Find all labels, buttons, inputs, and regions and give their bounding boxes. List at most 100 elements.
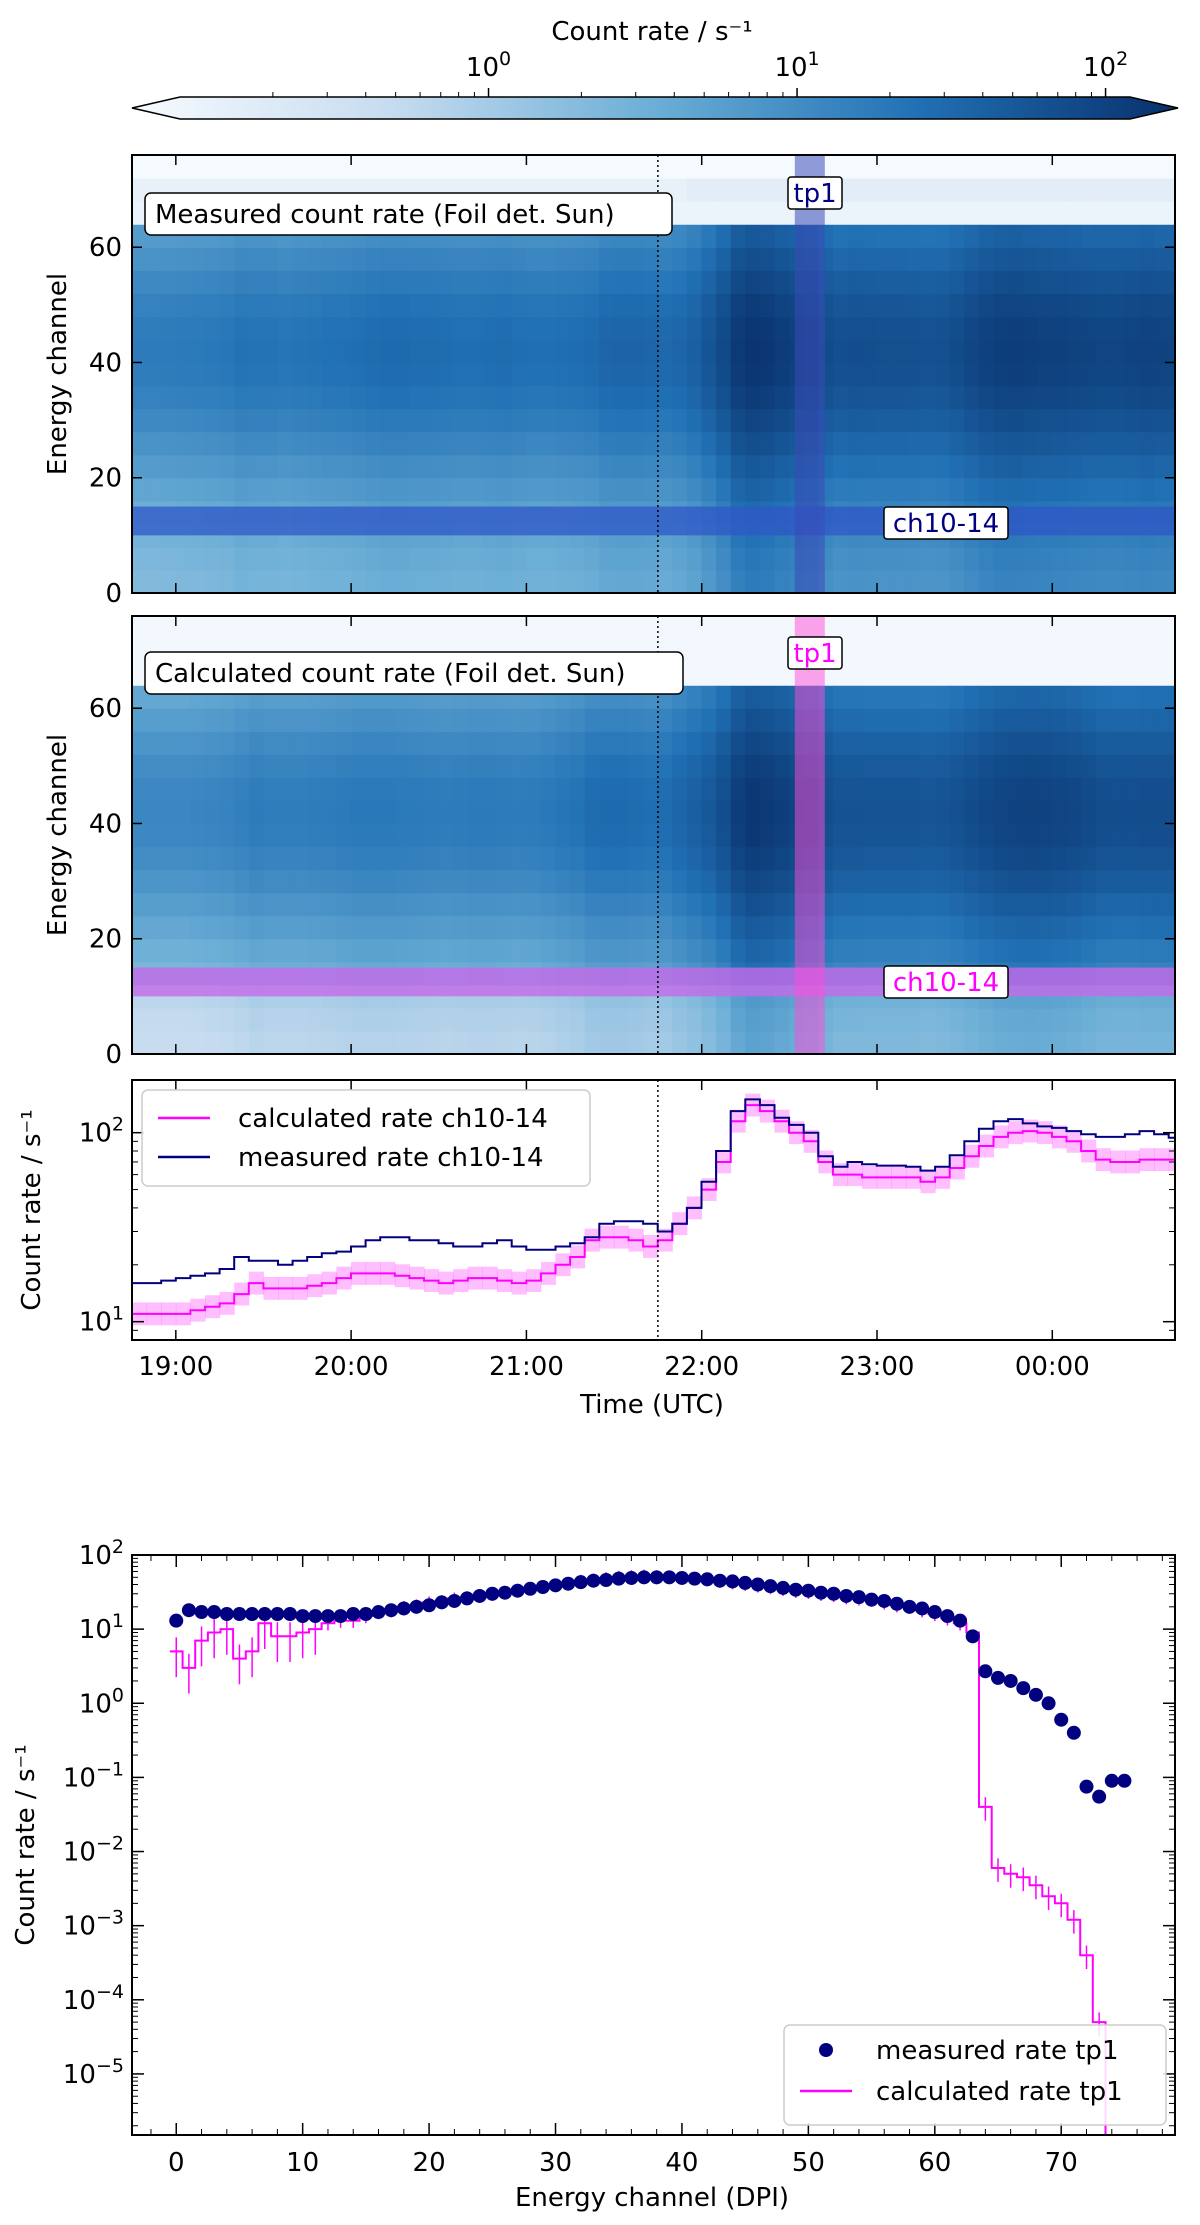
heatmap-cell — [424, 708, 440, 732]
heatmap-cell — [628, 846, 644, 871]
heatmap-cell — [380, 270, 396, 294]
heatmap-cell — [905, 1030, 922, 1054]
heatmap-cell — [1051, 270, 1068, 294]
heatmap-cell — [949, 800, 965, 825]
heatmap-cell — [628, 569, 644, 593]
heatmap-cell — [438, 454, 454, 479]
heatmap-cell — [672, 362, 688, 387]
heatmap-cell — [905, 731, 922, 755]
heatmap-cell — [949, 385, 965, 410]
heatmap-cell — [1022, 639, 1038, 663]
heatmap-cell — [234, 247, 250, 271]
heatmap-cell — [570, 777, 586, 802]
heatmap-cell — [321, 385, 338, 410]
heatmap-cell — [482, 362, 498, 387]
heatmap-cell — [847, 454, 863, 479]
heatmap-cell — [949, 685, 965, 709]
heatmap-cell — [1110, 408, 1126, 433]
heatmap-cell — [219, 569, 235, 593]
heatmap-cell — [1110, 339, 1126, 364]
heatmap-cell — [1154, 155, 1170, 179]
heatmap-cell — [321, 938, 338, 963]
heatmap-cell — [438, 546, 454, 571]
heatmap-cell — [1051, 201, 1068, 225]
heatmap-cell — [628, 731, 644, 755]
heatmap-cell — [336, 362, 352, 387]
heatmap-cell — [935, 362, 951, 387]
heatmap-cell — [949, 1007, 965, 1032]
heatmap-cell — [599, 155, 615, 179]
heatmap-cell — [613, 754, 630, 778]
heatmap-cell — [891, 754, 907, 778]
measured-point — [712, 1573, 727, 1588]
heatmap-cell — [570, 708, 586, 732]
heatmap-cell — [321, 477, 338, 502]
heatmap-cell — [1037, 454, 1053, 479]
heatmap-cell — [438, 569, 454, 593]
heatmap-cell — [278, 869, 294, 894]
measured-point — [548, 1578, 563, 1593]
heatmap-cell — [643, 754, 659, 778]
heatmap-cell — [613, 846, 630, 871]
heatmap-cell — [555, 270, 571, 294]
heatmap-cell — [701, 662, 717, 686]
heatmap-cell — [701, 247, 717, 271]
heatmap-cell — [628, 362, 644, 387]
heatmap-cell — [467, 408, 484, 433]
heatmap-cell — [847, 1007, 863, 1032]
heatmap-cell — [570, 408, 586, 433]
heatmap-cell — [891, 431, 907, 456]
heatmap-cell — [219, 293, 235, 317]
heatmap-cell — [701, 201, 717, 225]
heatmap-cell — [307, 846, 323, 871]
heatmap-cell — [657, 247, 673, 271]
heatmap-cell — [993, 777, 1009, 802]
heatmap-cell — [774, 938, 790, 963]
heatmap-cell — [380, 777, 396, 802]
heatmap-cell — [453, 846, 469, 871]
heatmap-cell — [467, 892, 484, 917]
heatmap-cell — [847, 616, 863, 640]
heatmap-cell — [686, 270, 703, 294]
heatmap-cell — [146, 247, 162, 271]
heatmap-cell — [526, 708, 542, 732]
heatmap-cell — [730, 846, 746, 871]
heatmap-cell — [234, 270, 250, 294]
heatmap-cell — [1037, 178, 1053, 202]
heatmap-cell — [365, 408, 381, 433]
heatmap-cell — [716, 546, 732, 571]
heatmap-cell — [424, 247, 440, 271]
heatmap-cell — [993, 477, 1009, 502]
heatmap-cell — [453, 270, 469, 294]
heatmap-cell — [278, 823, 294, 848]
heatmap-cell — [1154, 385, 1170, 410]
heatmap-cell — [292, 293, 308, 317]
heatmap-cell — [1008, 869, 1024, 894]
heatmap-cell — [307, 777, 323, 802]
heatmap-cell — [205, 385, 221, 410]
heatmap-cell — [248, 823, 265, 848]
heatmap-cell — [175, 362, 192, 387]
heatmap-cell — [424, 546, 440, 571]
heatmap-cell — [497, 754, 513, 778]
heatmap-cell — [1022, 224, 1038, 248]
heatmap-cell — [847, 431, 863, 456]
heatmap-cell — [482, 708, 498, 732]
heatmap-cell — [205, 546, 221, 571]
heatmap-cell — [1095, 385, 1111, 410]
heatmap-cell — [219, 408, 235, 433]
heatmap-cell — [394, 708, 411, 732]
heatmap-cell — [570, 339, 586, 364]
heatmap-cell — [1110, 477, 1126, 502]
heatmap-cell — [730, 155, 746, 179]
heatmap-cell — [336, 846, 352, 871]
heatmap-cell — [1037, 754, 1053, 778]
heatmap-cell — [1008, 201, 1024, 225]
heatmap-cell — [146, 915, 162, 940]
heatmap-cell — [1139, 685, 1155, 709]
heatmap-cell — [891, 938, 907, 963]
heatmap-cell — [920, 846, 936, 871]
heatmap-cell — [1139, 1007, 1155, 1032]
heatmap-cell — [1081, 938, 1097, 963]
heatmap-cell — [862, 178, 878, 202]
